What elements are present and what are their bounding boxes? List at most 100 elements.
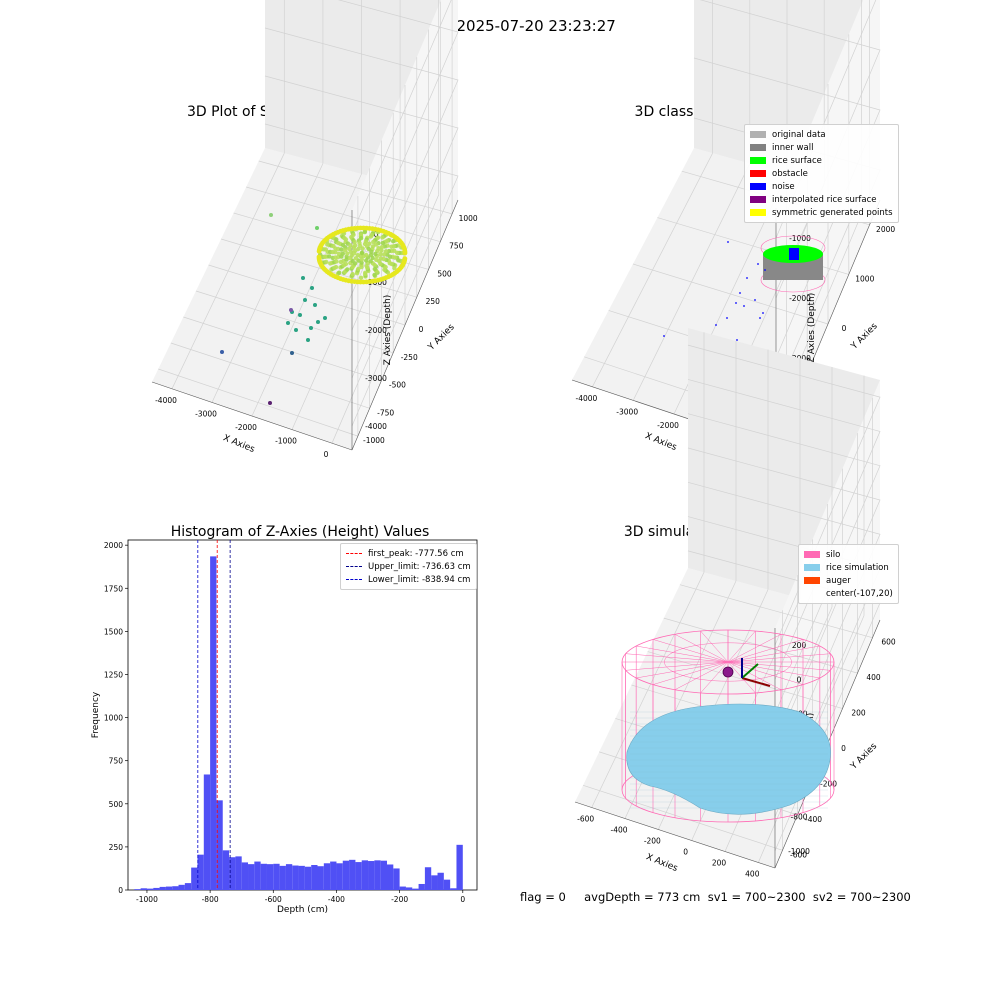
- legend-swatch: [750, 170, 766, 177]
- legend-label: Lower_limit: -838.94 cm: [368, 574, 471, 585]
- data-point: [376, 246, 381, 251]
- data-point: [352, 251, 357, 256]
- data-point: [347, 246, 352, 251]
- data-point: [333, 250, 338, 255]
- histogram-bar: [418, 883, 425, 890]
- legend-item: inner wall: [750, 141, 893, 154]
- z-tick-label: 0: [374, 230, 379, 239]
- data-point: [339, 254, 344, 259]
- histogram-bar: [450, 888, 457, 890]
- z-tick-label: 0: [797, 675, 802, 684]
- data-point: [352, 240, 357, 245]
- data-point: [727, 241, 729, 243]
- plot-frame: [127, 539, 478, 891]
- data-point: [343, 237, 349, 242]
- data-point: [663, 335, 665, 337]
- histogram-bar: [248, 864, 255, 890]
- data-point: [383, 249, 389, 254]
- y-tick-label: 750: [449, 242, 464, 251]
- data-point: [316, 320, 320, 324]
- data-point: [359, 260, 364, 265]
- legend-label: original data: [772, 129, 826, 140]
- data-point: [323, 316, 327, 320]
- silo-spoke: [636, 661, 729, 679]
- x-tick-label: -800: [202, 895, 219, 904]
- histogram-bar: [405, 887, 413, 890]
- x-tick-label: -2000: [657, 421, 679, 430]
- data-point: [358, 275, 364, 280]
- legend-item: silo: [804, 548, 893, 561]
- auger-axis-y: [741, 663, 759, 679]
- data-point: [389, 244, 394, 249]
- data-point: [739, 292, 741, 294]
- data-point: [387, 261, 392, 266]
- gridline: [264, 75, 459, 379]
- data-point: [363, 270, 368, 275]
- legend-label: auger: [826, 575, 851, 586]
- data-point: [736, 339, 738, 341]
- data-point: [343, 261, 349, 267]
- status-footer: flag = 0 avgDepth = 773 cm sv1 = 700~230…: [520, 890, 911, 904]
- histogram-bar: [146, 888, 154, 890]
- y-tick-label: -200: [820, 779, 837, 788]
- y-tick-label: 200: [851, 709, 866, 718]
- gridline: [233, 212, 429, 270]
- y-tick-label: 0: [419, 325, 424, 334]
- data-point: [364, 252, 369, 258]
- gridline: [582, 784, 783, 851]
- data-point: [333, 264, 339, 270]
- histogram-bar: [273, 863, 280, 890]
- data-point: [339, 247, 344, 252]
- panel2-legend: original data inner wall rice surface ob…: [744, 124, 899, 223]
- histogram-bar: [203, 774, 211, 890]
- data-point: [366, 246, 371, 252]
- data-point: [351, 245, 356, 250]
- legend-label: inner wall: [772, 142, 814, 153]
- z-tick-label: -2000: [789, 294, 811, 303]
- z-tick-label: -1000: [788, 847, 810, 856]
- histogram-bar: [222, 850, 230, 890]
- data-point: [356, 266, 361, 272]
- x-tick-label: 0: [683, 848, 688, 857]
- rice-simulation-surface: [626, 703, 831, 815]
- panel4-3d-axes: 2000-200-400-600-800-1000-600-400-200020…: [574, 328, 896, 879]
- histogram-bar: [165, 886, 173, 890]
- data-point: [369, 249, 374, 254]
- x-tick-label: 200: [712, 859, 727, 868]
- data-point: [743, 305, 745, 307]
- gridline: [687, 447, 881, 749]
- legend-swatch: [804, 590, 820, 597]
- x-axis-label: X Axies: [643, 431, 678, 453]
- data-point: [337, 270, 342, 275]
- legend-line: [346, 566, 362, 567]
- histogram-bar: [393, 868, 400, 890]
- data-point: [387, 254, 393, 259]
- data-point: [348, 243, 353, 248]
- y-tick-label: 600: [881, 638, 896, 647]
- data-point: [378, 256, 383, 261]
- histogram-bar: [285, 864, 293, 890]
- data-point: [372, 272, 377, 278]
- y-tick-label: -500: [389, 381, 406, 390]
- data-point: [286, 321, 290, 325]
- histogram-bar: [323, 863, 331, 890]
- legend-label: first_peak: -777.56 cm: [368, 548, 464, 559]
- data-point: [344, 257, 349, 262]
- data-point: [379, 245, 385, 250]
- data-point: [726, 317, 728, 319]
- silo-spoke: [727, 645, 820, 663]
- legend-item: center(-107,20): [804, 587, 893, 600]
- data-point: [364, 263, 369, 269]
- histogram-bar: [456, 844, 463, 890]
- data-point: [373, 251, 378, 257]
- silo-spoke: [727, 630, 756, 663]
- legend-item: Lower_limit: -838.94 cm: [346, 573, 471, 586]
- legend-line: [346, 553, 362, 554]
- histogram-bar: [184, 883, 192, 890]
- legend-label: noise: [772, 181, 795, 192]
- legend-swatch: [804, 564, 820, 571]
- y-tick-label: 2000: [104, 541, 123, 550]
- data-point: [350, 272, 355, 277]
- y-tick-label: 1250: [104, 670, 123, 679]
- legend-label: interpolated rice surface: [772, 194, 877, 205]
